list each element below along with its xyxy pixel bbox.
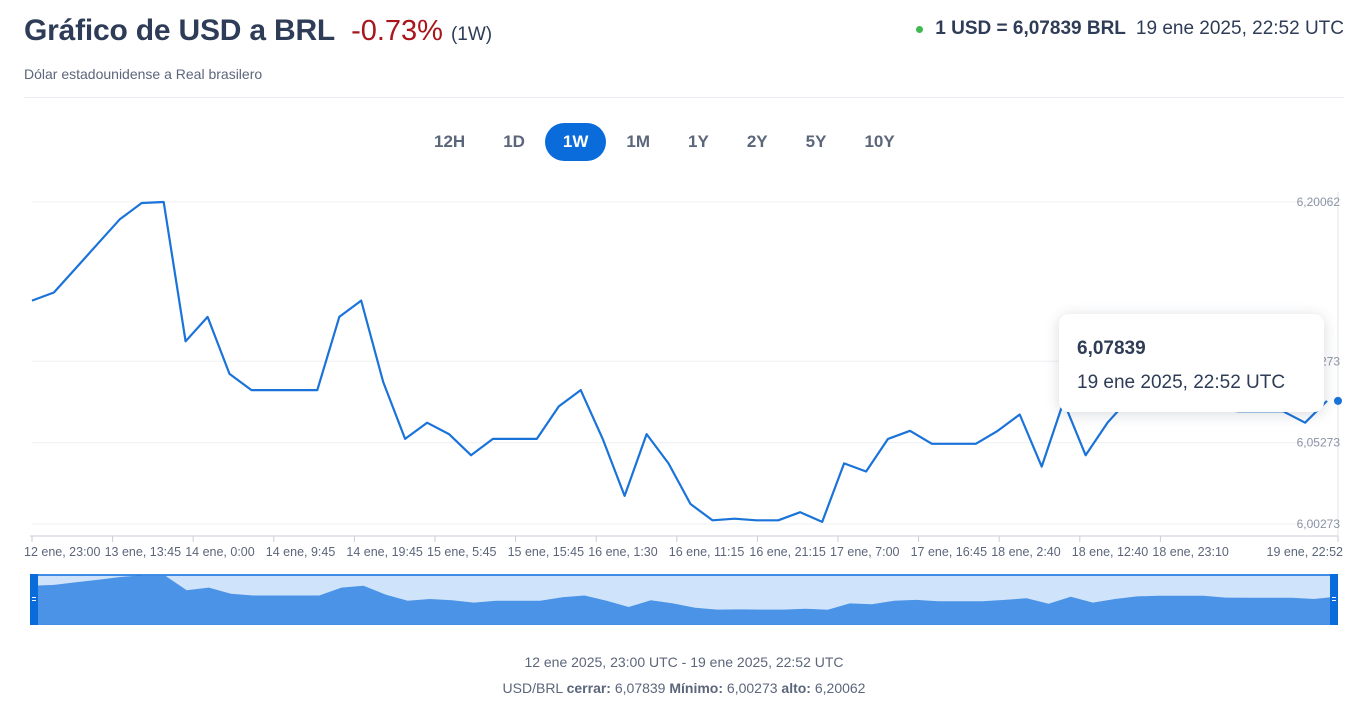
percent-change: -0.73% — [351, 15, 443, 47]
max-label: alto: — [781, 680, 811, 696]
x-tick-label: 18 ene, 2:40 — [991, 545, 1061, 559]
x-tick-label: 17 ene, 16:45 — [911, 545, 988, 559]
page-title: Gráfico de USD a BRL — [24, 14, 336, 47]
period-label: (1W) — [450, 24, 493, 45]
tab-1d[interactable]: 1D — [503, 132, 525, 151]
page-header: Gráfico de USD a BRL -0.73% (1W) Dólar e… — [24, 14, 1344, 98]
navigator-left-handle[interactable] — [30, 574, 38, 625]
x-tick-label: 16 ene, 21:15 — [749, 545, 826, 559]
x-tick-label: 15 ene, 15:45 — [508, 545, 585, 559]
tab-1m[interactable]: 1M — [626, 132, 651, 151]
tooltip-time: 19 ene 2025, 22:52 UTC — [1077, 372, 1286, 393]
min-label: Mínimo: — [669, 680, 724, 696]
x-tick-label: 17 ene, 7:00 — [830, 545, 900, 559]
price-tooltip: 6,07839 19 ene 2025, 22:52 UTC — [1059, 314, 1324, 412]
tab-1w[interactable]: 1W — [544, 123, 607, 161]
x-tick-label: 16 ene, 1:30 — [588, 545, 658, 559]
navigator-area — [32, 575, 1336, 624]
tab-5y[interactable]: 5Y — [805, 132, 827, 151]
live-dot-icon — [916, 25, 924, 33]
tab-1y[interactable]: 1Y — [688, 132, 709, 151]
max-value: 6,20062 — [814, 680, 866, 696]
tab-2y[interactable]: 2Y — [746, 132, 768, 151]
grid-layer — [32, 192, 1339, 536]
navigator-right-handle[interactable] — [1330, 574, 1338, 625]
x-tick-label: 18 ene, 23:10 — [1152, 545, 1229, 559]
x-tick-label: 19 ene, 22:52 — [1267, 545, 1344, 559]
close-label: cerrar: — [566, 680, 611, 696]
footer-pair: USD/BRL — [502, 680, 563, 696]
footer-date-range: 12 ene 2025, 23:00 UTC - 19 ene 2025, 22… — [524, 654, 844, 670]
range-navigator[interactable] — [30, 574, 1338, 625]
y-tick-label: 6,05273 — [1297, 436, 1341, 450]
x-tick-label: 14 ene, 9:45 — [266, 545, 336, 559]
x-tick-label: 16 ene, 11:15 — [669, 545, 745, 559]
y-tick-label: 6,20062 — [1297, 195, 1341, 209]
price-line — [31, 200, 1328, 523]
last-price-marker — [1334, 396, 1342, 405]
x-tick-label: 13 ene, 13:45 — [105, 545, 182, 559]
rate-value: 1 USD = 6,07839 BRL — [935, 18, 1126, 39]
title-row: Gráfico de USD a BRL -0.73% (1W) — [24, 14, 1344, 48]
x-tick-label: 15 ene, 5:45 — [427, 545, 497, 559]
live-rate: 1 USD = 6,07839 BRL 19 ene 2025, 22:52 U… — [916, 18, 1344, 40]
tooltip-value: 6,07839 — [1077, 338, 1146, 359]
x-tick-label: 14 ene, 19:45 — [346, 545, 423, 559]
close-value: 6,07839 — [614, 680, 666, 696]
tab-10y[interactable]: 10Y — [864, 132, 895, 151]
y-tick-label: 6,00273 — [1297, 517, 1341, 531]
footer-stats: USD/BRL cerrar: 6,07839 Mínimo: 6,00273 … — [0, 680, 1368, 696]
x-tick-label: 14 ene, 0:00 — [185, 545, 255, 559]
x-tick-label: 18 ene, 12:40 — [1072, 545, 1149, 559]
x-axis: 12 ene, 23:00 13 ene, 13:45 14 ene, 0:00 14… — [24, 535, 1344, 559]
x-tick-label: 12 ene, 23:00 — [24, 545, 101, 559]
range-tabs: 12H 1D 1W 1M 1Y 2Y 5Y 10Y — [416, 123, 915, 161]
tab-12h[interactable]: 12H — [434, 132, 466, 151]
min-value: 6,00273 — [726, 680, 778, 696]
pair-subtitle: Dólar estadounidense a Real brasilero — [24, 66, 263, 82]
rate-timestamp: 19 ene 2025, 22:52 UTC — [1135, 18, 1344, 39]
